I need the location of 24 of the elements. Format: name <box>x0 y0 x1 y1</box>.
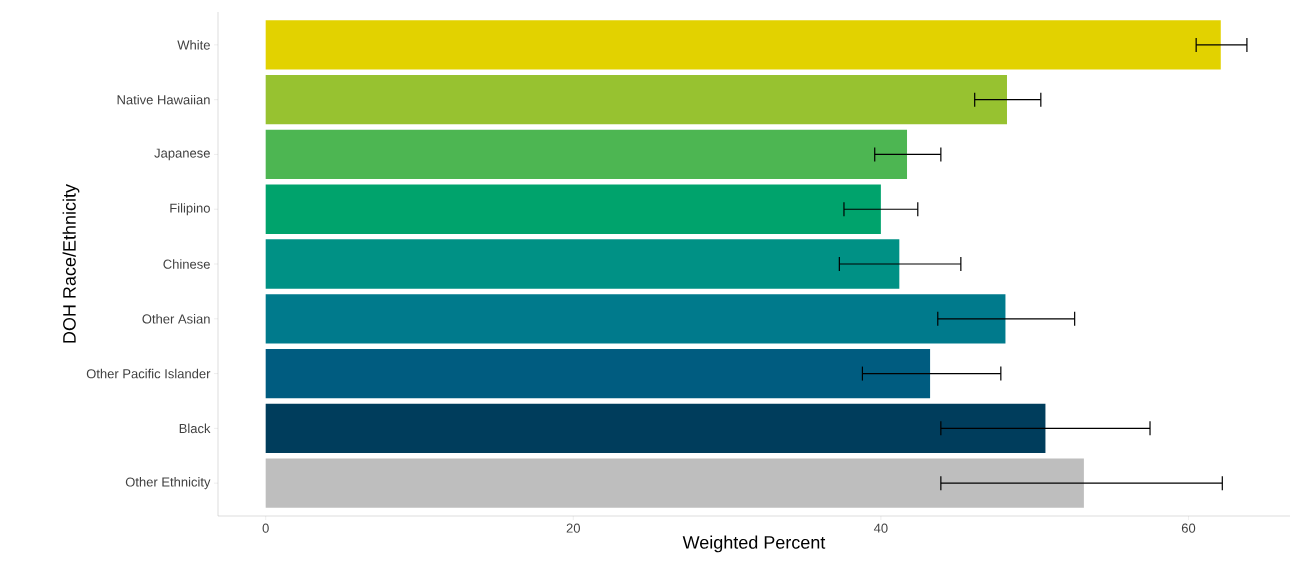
y-tick-label: Other Pacific Islander <box>86 368 211 379</box>
y-tick-label: Chinese <box>163 259 210 269</box>
x-tick-label: 20 <box>566 523 580 533</box>
bar <box>265 294 1006 344</box>
x-tick-label: 60 <box>1181 523 1196 533</box>
bar <box>265 458 1084 508</box>
bar <box>265 75 1007 125</box>
y-tick-label: Other Ethnicity <box>125 477 211 490</box>
y-tick-label: Black <box>179 423 211 434</box>
bar <box>265 20 1221 70</box>
y-tick-label: Filipino <box>170 203 210 216</box>
x-tick-label: 0 <box>262 523 269 533</box>
bar <box>265 129 908 180</box>
x-axis-title: Weighted Percent <box>682 535 826 553</box>
y-tick-label: White <box>177 40 210 50</box>
bar <box>265 239 900 289</box>
x-tick-label: 40 <box>873 523 888 533</box>
bar <box>265 348 931 399</box>
y-tick-label: Native Hawaiian <box>117 94 210 105</box>
y-axis-title: DOH Race/Ethnicity <box>62 184 80 343</box>
bar <box>265 184 881 234</box>
y-tick-label: Japanese <box>154 148 210 161</box>
bar <box>265 403 1046 454</box>
y-tick-label: Other Asian <box>142 314 210 324</box>
